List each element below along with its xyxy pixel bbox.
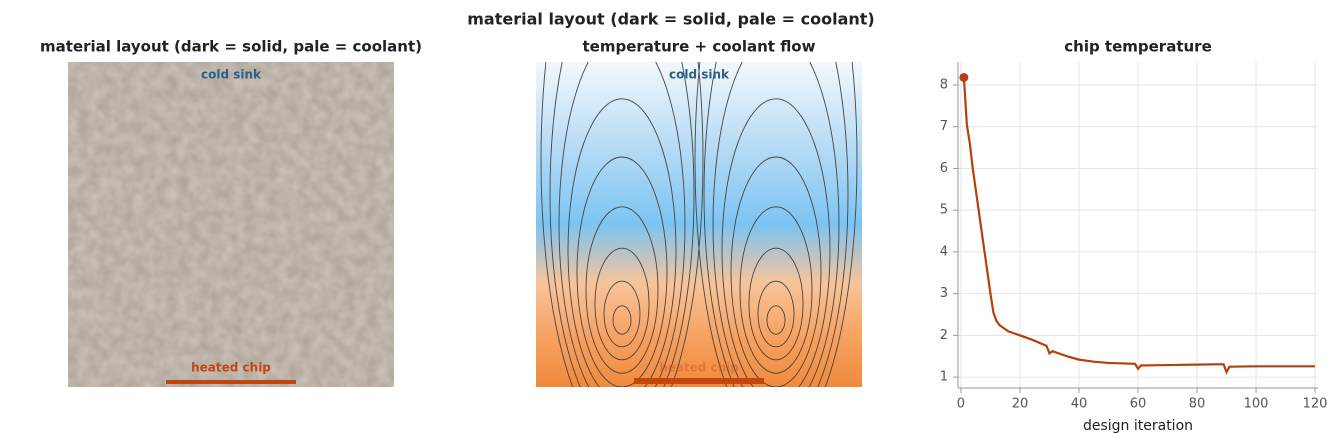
streamline [558, 62, 686, 387]
marker [959, 72, 969, 82]
x-tick-label: 0 [957, 397, 965, 412]
streamline [703, 62, 849, 387]
panel-title: material layout (dark = solid, pale = co… [40, 38, 422, 56]
y-tick-label: 5 [940, 203, 948, 218]
streamline [585, 206, 659, 374]
streamline [694, 62, 858, 387]
panel-title: temperature + coolant flow [583, 38, 816, 56]
annotation: heated chip [191, 361, 271, 375]
flow-field [536, 62, 862, 387]
y-tick-label: 4 [940, 244, 948, 259]
y-tick-label: 1 [940, 370, 948, 385]
streamline [612, 305, 632, 335]
x-tick-label: 20 [1012, 397, 1029, 412]
streamline [712, 62, 840, 387]
y-tick-label: 6 [940, 161, 948, 176]
x-tick-label: 80 [1189, 397, 1206, 412]
material-texture [68, 62, 394, 387]
streamline [721, 98, 831, 387]
streamlines [540, 62, 858, 387]
figure-title: material layout (dark = solid, pale = co… [467, 10, 874, 29]
streamline [730, 156, 822, 387]
x-tick-label: 120 [1303, 397, 1328, 412]
y-tick-label: 2 [940, 328, 948, 343]
streamline [766, 305, 786, 335]
annotation: cold sink [201, 68, 262, 82]
line [962, 77, 1316, 375]
streamline [757, 280, 795, 348]
y-tick-label: 7 [940, 119, 948, 134]
x-tick-label: 100 [1244, 397, 1269, 412]
streamline [549, 62, 695, 387]
y-tick-label: 3 [940, 286, 948, 301]
chip-bar [166, 380, 296, 384]
panel-title: chip temperature [1064, 38, 1212, 56]
chip-bar [634, 378, 764, 384]
streamline [603, 280, 641, 348]
annotation: heated chip [659, 361, 739, 375]
streamline [739, 206, 813, 374]
x-axis-label: design iteration [1083, 418, 1193, 434]
y-tick-label: 8 [940, 77, 948, 92]
streamline [594, 247, 650, 361]
streamline [540, 62, 704, 387]
x-tick-label: 40 [1071, 397, 1088, 412]
streamline [576, 156, 668, 387]
streamline [748, 247, 804, 361]
streamline [567, 98, 677, 387]
annotation: cold sink [669, 68, 730, 82]
x-tick-label: 60 [1130, 397, 1147, 412]
hot-spot [589, 317, 809, 387]
